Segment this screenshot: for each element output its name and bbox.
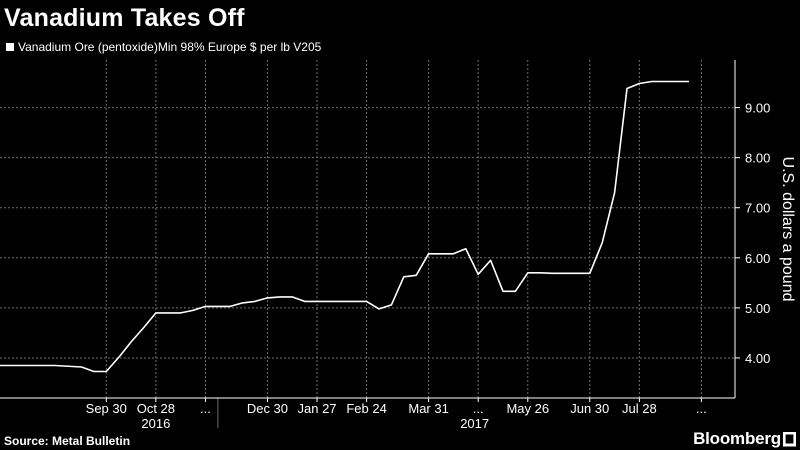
year-label: 2017	[460, 416, 489, 431]
x-tick-label: Jul 28	[622, 401, 657, 416]
bloomberg-mark-icon	[783, 431, 796, 447]
x-tick-label: Sep 30	[86, 401, 127, 416]
y-tick-label: 9.00	[745, 101, 770, 116]
y-tick-label: 7.00	[745, 201, 770, 216]
chart-title: Vanadium Takes Off	[4, 4, 245, 32]
y-tick-label: 8.00	[745, 151, 770, 166]
x-tick-label: Jan 27	[298, 401, 337, 416]
source-note: Source: Metal Bulletin	[4, 434, 131, 448]
legend-swatch	[6, 43, 14, 51]
x-tick-label: Dec 30	[247, 401, 288, 416]
x-tick-label: Oct 28	[137, 401, 175, 416]
price-line	[0, 80, 689, 373]
y-tick-label: 5.00	[745, 301, 770, 316]
x-tick-label: Jun 30	[570, 401, 609, 416]
y-tick-label: 4.00	[745, 351, 770, 366]
legend: Vanadium Ore (pentoxide)Min 98% Europe $…	[6, 40, 321, 54]
bloomberg-logo: Bloomberg	[693, 429, 796, 449]
year-label: 2016	[141, 416, 170, 431]
x-tick-label: ...	[473, 401, 484, 416]
brand-label: Bloomberg	[693, 429, 781, 448]
y-axis-label: U.S. dollars a pound	[779, 157, 796, 302]
x-tick-label: May 26	[506, 401, 549, 416]
y-tick-label: 6.00	[745, 251, 770, 266]
x-tick-label: Feb 24	[346, 401, 386, 416]
x-tick-label: ...	[696, 401, 707, 416]
x-tick-label: ...	[200, 401, 211, 416]
legend-label: Vanadium Ore (pentoxide)Min 98% Europe $…	[18, 40, 322, 54]
x-tick-label: Mar 31	[408, 401, 448, 416]
